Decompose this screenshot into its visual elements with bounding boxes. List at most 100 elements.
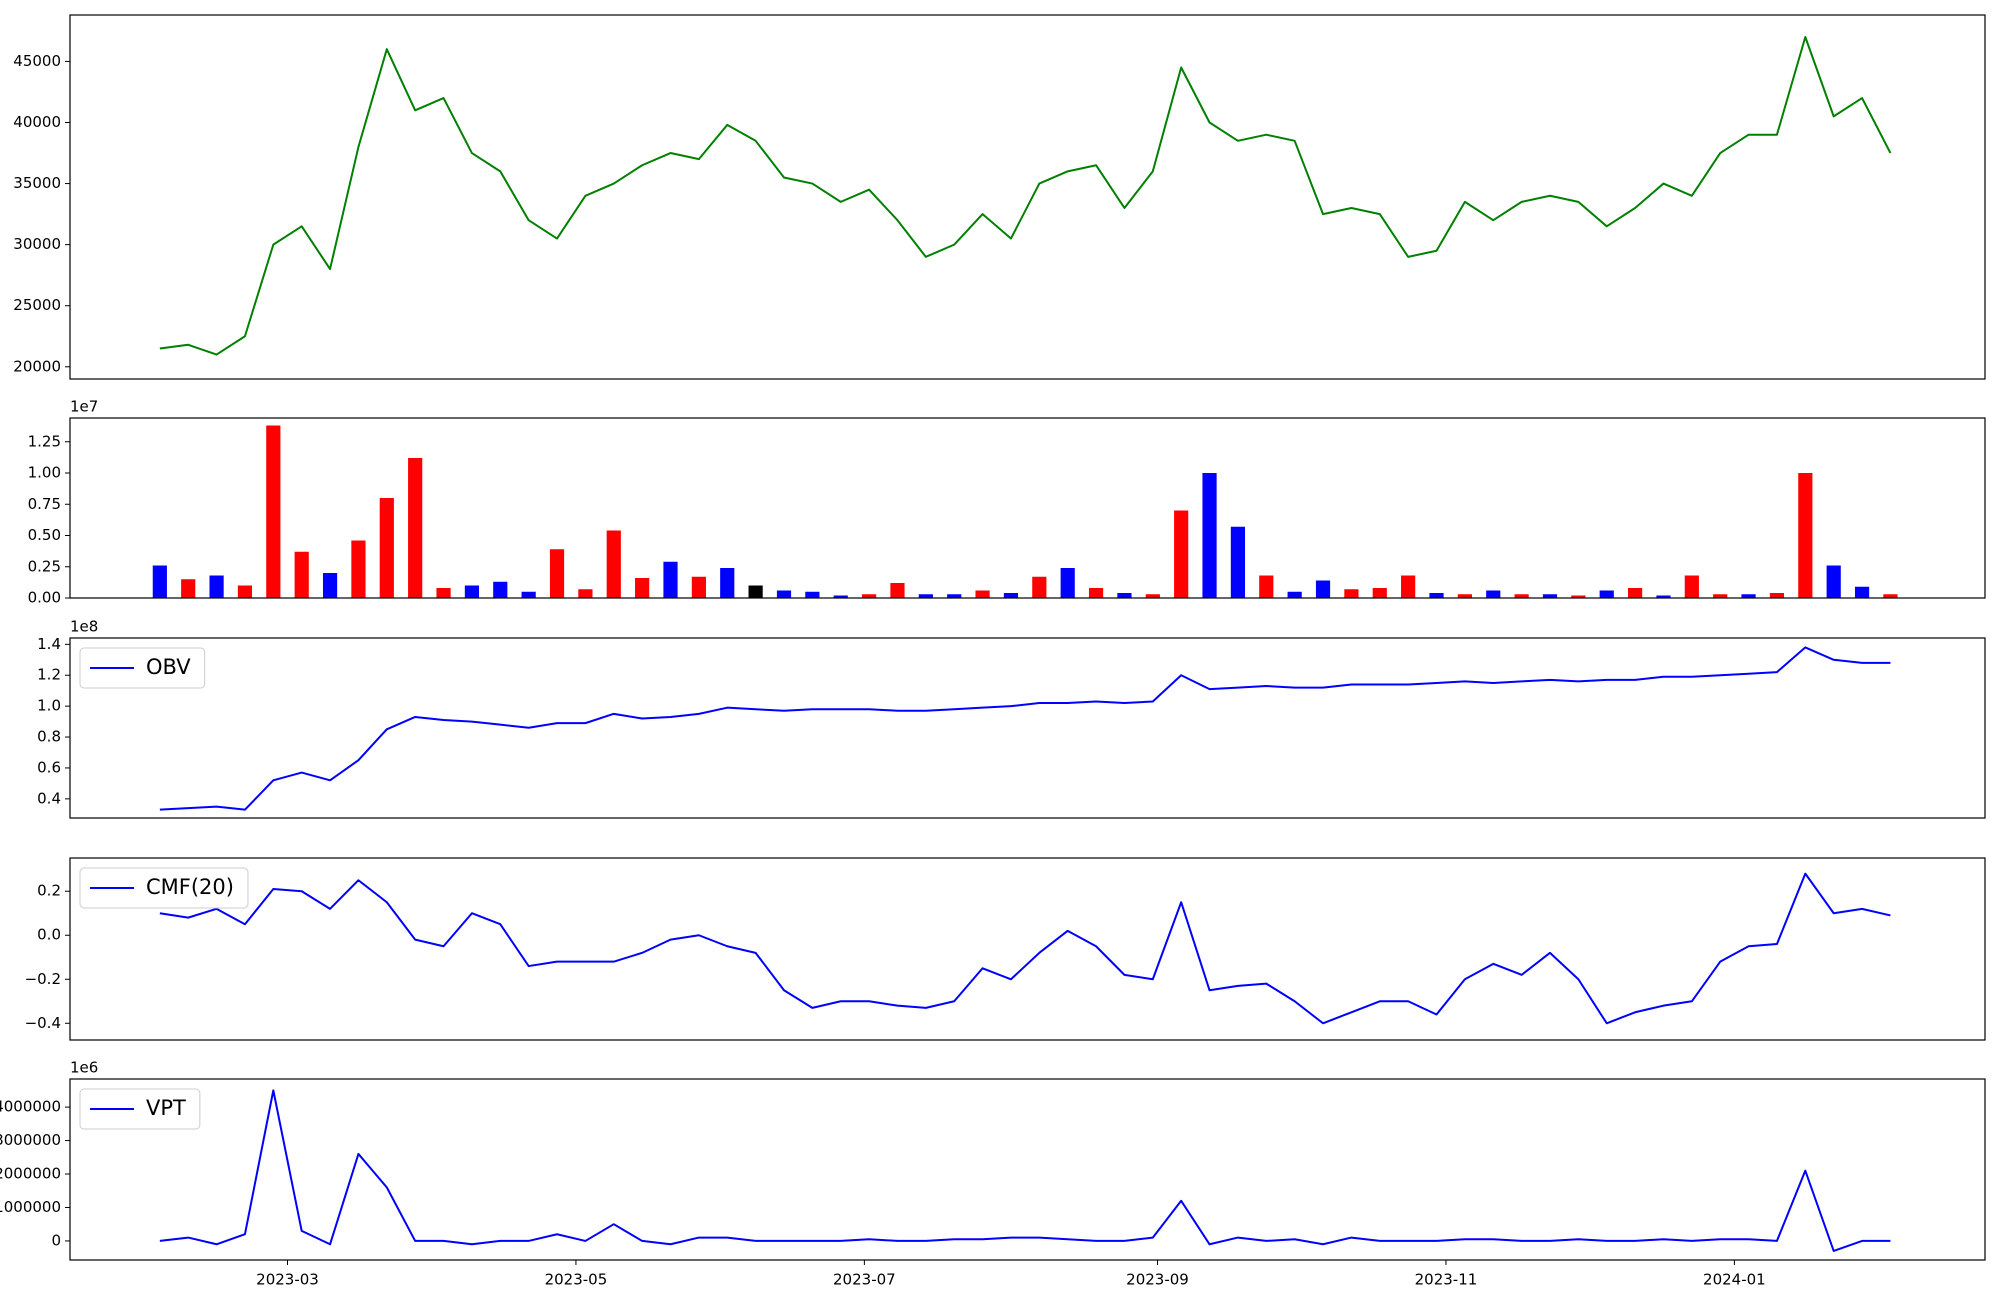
bar — [152, 565, 167, 598]
legend-label: CMF(20) — [146, 875, 234, 899]
bar — [1032, 576, 1047, 598]
panel: 20000 25000 30000 35000 40000 45000 — [13, 14, 1986, 380]
line — [159, 872, 1891, 1025]
x-tick-label: 2023-07 — [833, 1271, 896, 1289]
bar — [379, 498, 394, 598]
y-tick-label: 0.25 — [28, 557, 61, 575]
bar — [720, 568, 735, 598]
bar — [890, 583, 905, 598]
legend-label: VPT — [146, 1096, 186, 1120]
y-tick-label: 25000 — [13, 296, 61, 314]
bar — [1628, 588, 1643, 598]
y-tick-label: −0.4 — [25, 1014, 61, 1032]
bar — [1656, 595, 1671, 598]
bar — [1741, 594, 1756, 598]
y-tick-label: −0.2 — [25, 970, 61, 988]
legend: OBV — [79, 647, 206, 689]
line — [159, 646, 1891, 811]
axes-frame — [69, 14, 1986, 380]
bar — [181, 579, 196, 598]
bar — [266, 425, 281, 598]
y-tick-label: 4000000 — [0, 1098, 61, 1116]
y-tick-label: 45000 — [13, 52, 61, 70]
bar — [1542, 594, 1558, 598]
y-tick-label: 1.25 — [28, 432, 61, 450]
bar — [1060, 568, 1075, 598]
legend-box — [79, 647, 206, 689]
y-tick-label: 1.00 — [28, 464, 61, 482]
bar — [351, 540, 366, 598]
bar — [464, 585, 480, 598]
panel: −0.4 −0.2 0.0 0.2 CMF(20) — [25, 857, 1986, 1041]
bar — [1145, 594, 1160, 598]
y-tick-label: 0.8 — [37, 728, 61, 746]
bar — [294, 551, 309, 598]
y-tick-label: 0.4 — [37, 789, 61, 807]
bar — [1230, 526, 1246, 598]
bar — [1401, 575, 1416, 598]
bar — [1259, 575, 1274, 598]
bar — [521, 591, 536, 598]
bar — [1486, 590, 1501, 598]
y-tick-label: 0.75 — [28, 495, 61, 513]
y-tick-label: 3000000 — [0, 1131, 61, 1149]
bar — [1684, 575, 1699, 598]
bar — [1202, 473, 1217, 598]
panel: 0.00 0.25 0.50 0.75 1.00 1.25 1e7 — [28, 398, 1986, 607]
bar — [748, 585, 763, 598]
y-tick-label: 0.00 — [28, 589, 61, 607]
axes-frame — [69, 857, 1986, 1041]
panel: 0.4 0.6 0.8 1.0 1.2 1.4 1e8 OBV — [37, 618, 1986, 819]
bar — [1883, 594, 1898, 598]
bar — [436, 588, 451, 598]
bar — [947, 594, 962, 598]
y-tick-label: 1.4 — [37, 635, 61, 653]
y-tick-label: 40000 — [13, 113, 61, 131]
axis-offset-label: 1e8 — [70, 618, 98, 636]
y-tick-label: 1.2 — [37, 666, 61, 684]
bar — [691, 576, 706, 598]
bar — [975, 590, 990, 598]
x-tick-label: 2023-05 — [545, 1271, 608, 1289]
bar — [1315, 580, 1331, 598]
bar — [1344, 589, 1359, 598]
x-tick-label: 2024-01 — [1703, 1271, 1766, 1289]
bar — [805, 591, 820, 598]
legend: VPT — [79, 1088, 201, 1130]
y-tick-label: 30000 — [13, 235, 61, 253]
axis-offset-label: 1e7 — [70, 398, 98, 416]
line — [159, 35, 1892, 356]
y-tick-label: 35000 — [13, 174, 61, 192]
y-tick-label: 0.50 — [28, 526, 61, 544]
x-tick-label: 2023-03 — [256, 1271, 319, 1289]
bar — [1514, 594, 1529, 598]
y-tick-label: 1000000 — [0, 1198, 61, 1216]
bar — [862, 594, 877, 598]
bar — [918, 594, 933, 598]
bar — [549, 549, 565, 598]
bar — [833, 595, 848, 598]
legend-box — [79, 1088, 201, 1130]
bar — [322, 573, 338, 598]
bar — [1003, 593, 1019, 598]
bar — [1088, 588, 1104, 598]
bar — [606, 530, 621, 598]
bar — [1429, 593, 1444, 598]
bar — [237, 585, 253, 598]
bar — [1826, 565, 1841, 598]
bar — [776, 590, 792, 598]
bar — [578, 589, 593, 598]
bar — [1713, 594, 1728, 598]
bar — [663, 561, 678, 598]
panel: 0 1000000 2000000 3000000 4000000 1e6 2023-03 2… — [0, 1059, 1986, 1289]
bar — [1287, 591, 1302, 598]
axes-frame — [69, 1078, 1986, 1261]
y-tick-label: 1.0 — [37, 697, 61, 715]
bar — [1117, 593, 1132, 598]
bar — [1599, 590, 1614, 598]
bar — [1571, 595, 1586, 598]
x-tick-label: 2023-11 — [1415, 1271, 1478, 1289]
y-tick-label: 2000000 — [0, 1165, 61, 1183]
x-tick-label: 2023-09 — [1126, 1271, 1189, 1289]
